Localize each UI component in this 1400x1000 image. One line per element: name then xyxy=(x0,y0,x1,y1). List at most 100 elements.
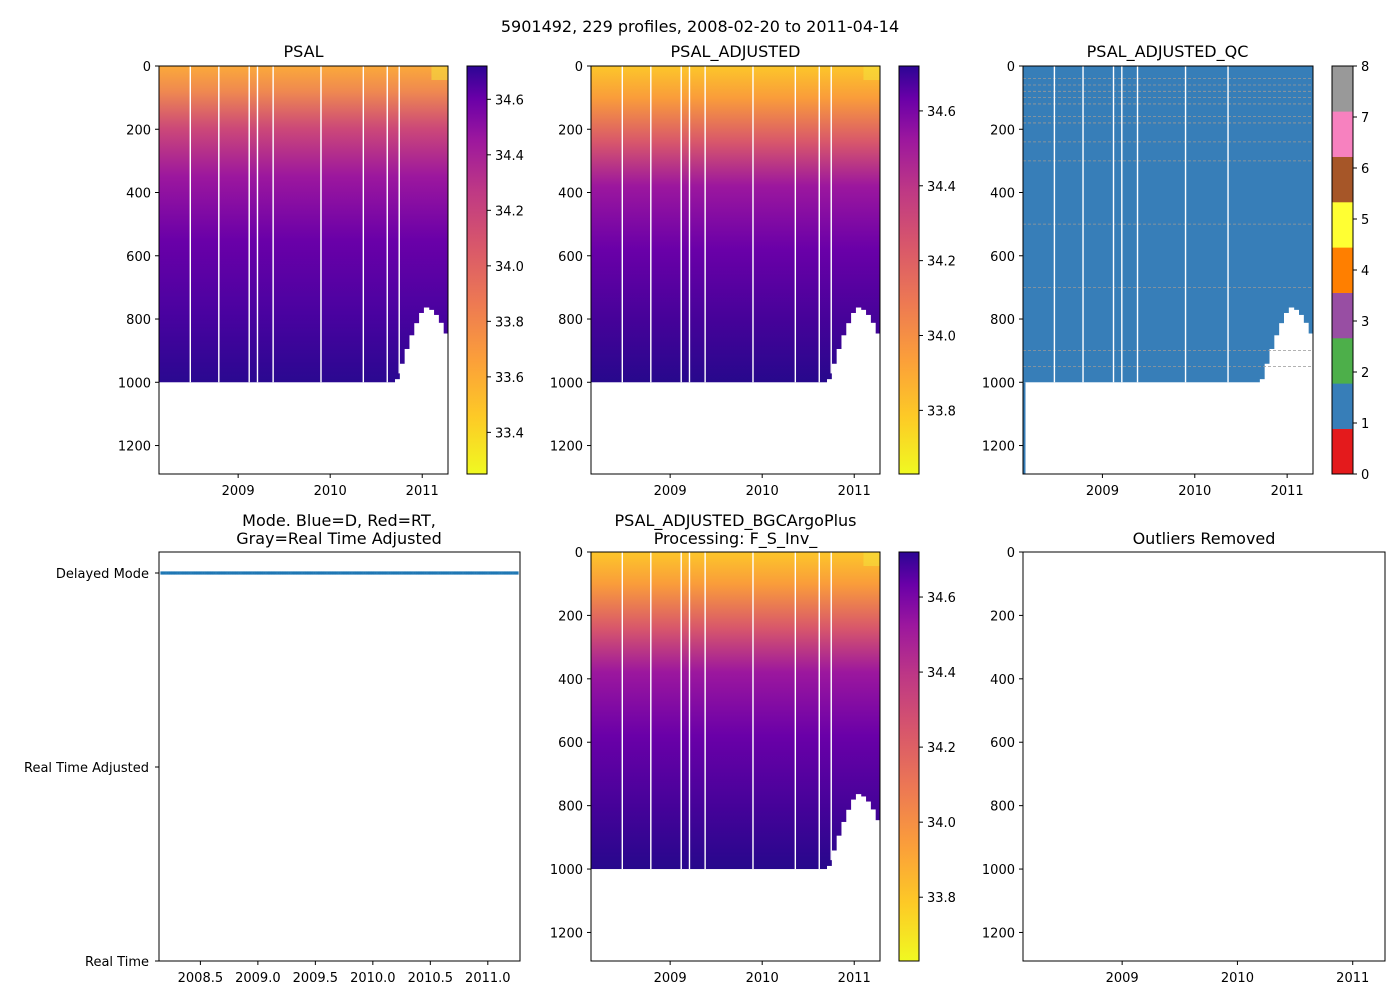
mode-point xyxy=(205,571,208,575)
mode-point xyxy=(343,571,346,575)
mode-point xyxy=(410,571,413,575)
mode-point xyxy=(480,571,483,575)
mode-point xyxy=(360,571,363,575)
psal-salinity-field xyxy=(159,66,448,383)
mode-point xyxy=(333,571,336,575)
mode-point xyxy=(346,571,349,575)
colorbar-tick-label: 34.2 xyxy=(927,255,956,270)
y-tick-label: 200 xyxy=(990,123,1015,138)
mode-point xyxy=(504,571,507,575)
mode-point xyxy=(421,571,424,575)
mode-point xyxy=(516,571,519,575)
mode-point xyxy=(380,571,383,575)
colorbar-tick-label: 33.4 xyxy=(495,426,524,441)
mode-point xyxy=(446,571,449,575)
missing-data-mask xyxy=(1308,333,1314,383)
mode-point xyxy=(493,571,496,575)
mode-point xyxy=(221,571,224,575)
qc-flag-7-swatch xyxy=(1332,111,1353,157)
mode-point xyxy=(357,571,360,575)
mode-point xyxy=(407,571,410,575)
colorbar-tick-label: 34.2 xyxy=(927,741,956,756)
bgc-colorbar: 33.8 34.0 34.2 34.4 34.6 xyxy=(898,551,956,962)
x-tick-label: 2011.0 xyxy=(465,971,511,986)
psal-adjusted-colorbar: 33.8 34.0 34.2 34.4 34.6 xyxy=(898,65,956,475)
mode-point xyxy=(371,571,374,575)
bgc-plot-area xyxy=(591,552,881,870)
mode-axis-ticks: Delayed Mode Real Time Adjusted Real Time 2… xyxy=(24,567,511,986)
qc-flag-0-swatch xyxy=(1332,428,1353,475)
mode-point xyxy=(291,571,294,575)
y-tick-label: 1000 xyxy=(550,376,583,391)
missing-data-mask xyxy=(831,363,838,383)
x-tick-label: 2011 xyxy=(1336,971,1369,986)
mode-point xyxy=(297,571,300,575)
mode-point xyxy=(177,571,180,575)
mode-point xyxy=(385,571,388,575)
missing-data-mask xyxy=(414,323,420,383)
mode-point xyxy=(277,571,280,575)
missing-data-mask xyxy=(443,333,449,383)
missing-profile-gap xyxy=(818,552,820,870)
y-tick-label: 0 xyxy=(1007,546,1015,561)
mode-point xyxy=(238,571,241,575)
mode-point xyxy=(469,571,472,575)
mode-point xyxy=(332,571,335,575)
mode-point xyxy=(441,571,444,575)
outliers-axes-frame xyxy=(1022,551,1386,962)
mode-point xyxy=(418,571,421,575)
mode-point xyxy=(313,571,316,575)
mode-point xyxy=(466,571,469,575)
mode-point xyxy=(368,571,371,575)
missing-profile-gap xyxy=(680,552,682,870)
fresh-surface-patch xyxy=(863,66,880,80)
missing-data-mask xyxy=(1284,312,1290,383)
mode-point xyxy=(429,571,432,575)
colorbar-frame xyxy=(898,551,920,962)
x-tick-label: 2010 xyxy=(1221,971,1254,986)
mode-point xyxy=(488,571,491,575)
missing-data-mask xyxy=(404,348,410,383)
mode-point xyxy=(310,571,313,575)
missing-data-mask xyxy=(841,335,847,383)
missing-data-mask xyxy=(870,322,876,383)
mode-point xyxy=(455,571,458,575)
mode-point xyxy=(224,571,227,575)
mode-point xyxy=(423,571,425,575)
mode-point xyxy=(491,571,494,575)
mode-point xyxy=(474,571,477,575)
y-tick-label: 1200 xyxy=(550,926,583,941)
missing-profile-gap xyxy=(650,552,652,870)
missing-profile-gap xyxy=(752,66,754,383)
mode-point xyxy=(415,571,417,575)
y-tick-label: 1000 xyxy=(118,376,151,391)
mode-point xyxy=(494,571,497,575)
colorbar-tick-label: 34.0 xyxy=(495,260,524,275)
missing-data-mask xyxy=(1264,363,1270,383)
missing-profile-gap xyxy=(1136,66,1139,383)
mode-point xyxy=(482,571,485,575)
fresh-surface-patch xyxy=(863,552,880,566)
missing-data-mask xyxy=(1279,323,1285,383)
mode-point xyxy=(408,571,411,575)
missing-profile-gap xyxy=(272,66,274,383)
mode-point xyxy=(204,571,206,575)
figure-title: 5901492, 229 profiles, 2008-02-20 to 201… xyxy=(501,17,899,36)
missing-data-mask xyxy=(428,309,435,383)
x-tick-label: 2010 xyxy=(746,971,779,986)
mode-point xyxy=(216,571,219,575)
mode-point xyxy=(462,571,464,575)
mode-point xyxy=(330,571,333,575)
mode-point xyxy=(505,571,508,575)
qc-flag-6-swatch xyxy=(1332,156,1353,203)
mode-point xyxy=(252,571,255,575)
missing-profile-gap xyxy=(218,66,220,383)
x-tick-label: 2011 xyxy=(1271,484,1304,499)
qc-flag-3-swatch xyxy=(1332,292,1353,339)
mode-point xyxy=(193,571,196,575)
missing-profile-gap xyxy=(794,66,797,383)
colorbar-tick-label: 33.8 xyxy=(927,891,956,906)
mode-point xyxy=(374,571,377,575)
missing-profile-gap xyxy=(704,552,706,870)
mode-point xyxy=(372,571,375,575)
